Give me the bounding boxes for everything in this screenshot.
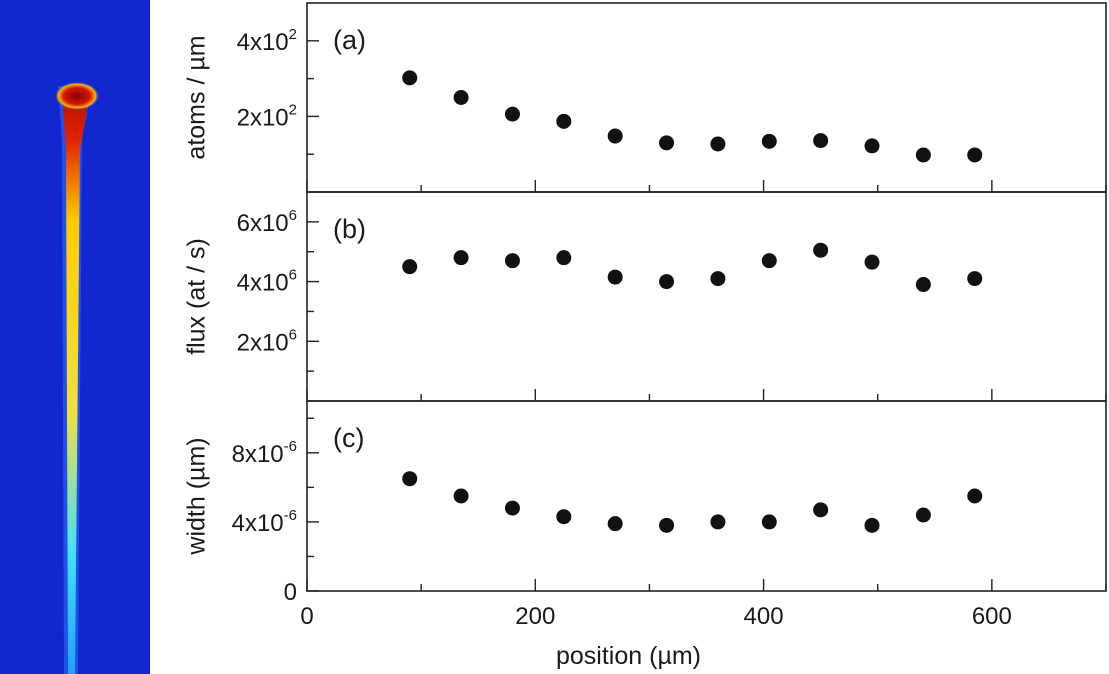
- data-point: [967, 488, 983, 504]
- panel-frame: [306, 191, 1107, 402]
- data-point: [967, 147, 983, 163]
- data-point: [504, 253, 520, 269]
- data-point: [761, 514, 777, 530]
- x-tick-label: 200: [515, 603, 555, 630]
- data-point: [813, 502, 829, 518]
- y-axis-title: width (µm): [183, 437, 211, 555]
- data-point: [864, 517, 880, 533]
- data-point: [453, 250, 469, 266]
- data-point: [659, 517, 675, 533]
- data-point: [710, 136, 726, 152]
- data-point: [402, 471, 418, 487]
- beam-image: [0, 0, 150, 674]
- data-point: [556, 250, 572, 266]
- y-tick-label: 4x10-6: [232, 507, 297, 537]
- x-tick-label: 400: [744, 603, 784, 630]
- data-point: [813, 133, 829, 149]
- y-axis-title: flux (at / s): [183, 238, 211, 355]
- y-tick-label: 4x102: [237, 26, 297, 56]
- panel-label: (b): [333, 214, 366, 244]
- data-point: [967, 271, 983, 287]
- panel-3: (c) 0 4x10-6 8x10-6 width (µm): [183, 400, 1107, 606]
- data-point: [607, 269, 623, 285]
- data-point: [402, 70, 418, 86]
- data-point: [915, 147, 931, 163]
- x-axis-title: position (µm): [556, 642, 701, 670]
- data-point: [761, 253, 777, 269]
- data-point: [556, 113, 572, 129]
- data-point: [453, 90, 469, 105]
- beam-head: [55, 82, 99, 110]
- data-point: [504, 500, 520, 516]
- data-point: [915, 277, 931, 293]
- panel-1: (a) 2x102 4x102 atoms / µm: [183, 2, 1107, 193]
- y-tick-label: 8x10-6: [232, 438, 297, 468]
- data-point: [915, 507, 931, 523]
- data-point: [607, 516, 623, 532]
- data-point: [864, 254, 880, 270]
- panel-2: (b) 2x106 4x106 6x106 flux (at / s): [183, 191, 1107, 402]
- x-tick-label: 600: [972, 603, 1012, 630]
- y-tick-label: 0: [284, 579, 297, 606]
- x-tick-label: 0: [300, 603, 313, 630]
- data-point: [556, 509, 572, 525]
- y-tick-label: 6x106: [237, 207, 297, 237]
- data-point: [761, 133, 777, 149]
- data-point: [813, 242, 829, 258]
- data-point: [453, 488, 469, 504]
- y-axis-title: atoms / µm: [183, 35, 211, 159]
- data-point: [504, 106, 520, 122]
- y-tick-label: 2x102: [237, 101, 297, 131]
- data-point: [659, 274, 675, 290]
- data-point: [402, 259, 418, 275]
- data-point: [710, 271, 726, 287]
- panel-frame: [306, 400, 1107, 592]
- beam-core: [62, 92, 90, 674]
- data-point: [659, 135, 675, 151]
- data-point: [864, 138, 880, 154]
- panel-label: (a): [333, 25, 366, 55]
- data-point: [710, 514, 726, 530]
- panel-label: (c): [333, 423, 364, 453]
- panel-frame: [306, 2, 1107, 193]
- y-tick-label: 2x106: [237, 326, 297, 356]
- data-point: [607, 128, 623, 144]
- y-tick-label: 4x106: [237, 267, 297, 297]
